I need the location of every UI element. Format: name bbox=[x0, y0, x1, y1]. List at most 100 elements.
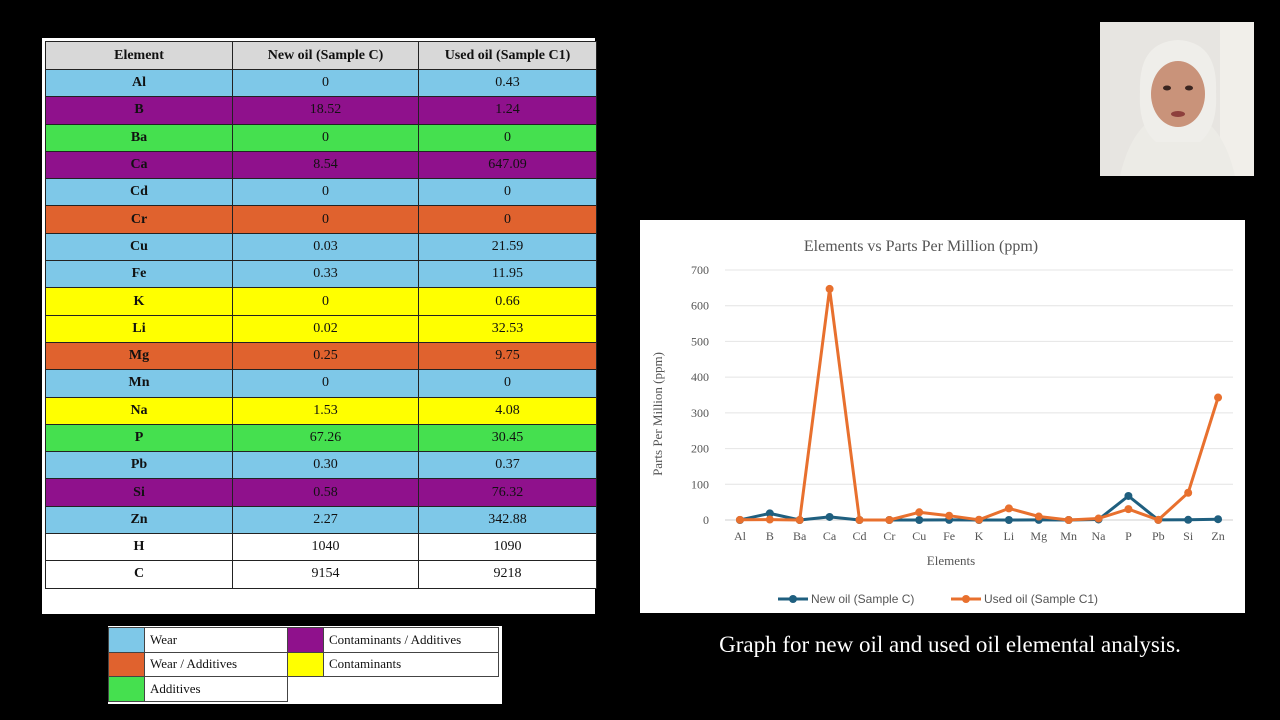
x-tick-label: Mn bbox=[1060, 529, 1077, 543]
element-cell: Ca bbox=[45, 150, 233, 180]
new-oil-cell: 0 bbox=[232, 287, 419, 316]
table-row: Al 0 0.43 bbox=[45, 68, 597, 98]
x-tick-label: Ba bbox=[793, 529, 807, 543]
new-oil-cell: 0.58 bbox=[232, 478, 419, 507]
data-point bbox=[1064, 516, 1073, 524]
y-axis-label: Parts Per Million (ppm) bbox=[650, 352, 665, 476]
x-tick-label: Pb bbox=[1152, 529, 1165, 543]
element-cell: Si bbox=[45, 478, 233, 507]
new-oil-cell: 0.03 bbox=[232, 232, 419, 262]
table-row: Cu 0.03 21.59 bbox=[45, 232, 597, 262]
used-oil-cell: 11.95 bbox=[418, 260, 597, 289]
legend-label-1: New oil (Sample C) bbox=[811, 592, 914, 606]
legend-swatch-wear bbox=[108, 627, 145, 653]
legend-label-wear-add: Wear / Additives bbox=[144, 651, 288, 677]
data-point bbox=[1124, 505, 1133, 514]
table-row: Pb 0.30 0.37 bbox=[45, 451, 597, 480]
y-tick-label: 600 bbox=[691, 299, 709, 313]
new-oil-cell: 2.27 bbox=[232, 505, 419, 535]
new-oil-cell: 0 bbox=[232, 205, 419, 234]
used-oil-cell: 4.08 bbox=[418, 396, 597, 425]
new-oil-cell: 0.30 bbox=[232, 451, 419, 480]
legend-swatch-wear-add bbox=[108, 651, 145, 677]
element-cell: B bbox=[45, 96, 233, 125]
element-cell: Zn bbox=[45, 505, 233, 535]
legend-label-2: Used oil (Sample C1) bbox=[984, 592, 1098, 606]
data-point bbox=[825, 512, 834, 521]
table-row: Li 0.02 32.53 bbox=[45, 314, 597, 343]
data-point bbox=[1004, 515, 1013, 524]
data-point bbox=[1094, 514, 1103, 523]
new-oil-cell: 67.26 bbox=[232, 423, 419, 453]
table-row: P 67.26 30.45 bbox=[45, 423, 597, 453]
used-oil-cell: 0 bbox=[418, 123, 597, 152]
used-oil-cell: 0.66 bbox=[418, 287, 597, 316]
line-chart: Elements vs Parts Per Million (ppm) 0 100… bbox=[650, 238, 1233, 606]
table-row: H 1040 1090 bbox=[45, 533, 597, 562]
used-oil-cell: 30.45 bbox=[418, 423, 597, 453]
new-oil-cell: 0 bbox=[232, 68, 419, 98]
new-oil-cell: 0 bbox=[232, 369, 419, 398]
data-point bbox=[1184, 515, 1193, 524]
x-tick-label: B bbox=[766, 529, 774, 543]
chart-panel: Elements vs Parts Per Million (ppm) 0 100… bbox=[640, 220, 1245, 613]
new-oil-cell: 1.53 bbox=[232, 396, 419, 425]
element-table: Element New oil (Sample C) Used oil (Sam… bbox=[45, 41, 597, 589]
data-point bbox=[765, 515, 774, 524]
series-line-2 bbox=[739, 287, 1220, 522]
legend-swatch-additives bbox=[108, 676, 145, 702]
element-cell: Mg bbox=[45, 341, 233, 371]
new-oil-cell: 0.33 bbox=[232, 260, 419, 289]
used-oil-cell: 21.59 bbox=[418, 232, 597, 262]
new-oil-cell: 9154 bbox=[232, 560, 419, 589]
data-point bbox=[1154, 515, 1163, 524]
table-row: Mg 0.25 9.75 bbox=[45, 341, 597, 371]
new-oil-cell: 0 bbox=[232, 178, 419, 207]
new-oil-cell: 0 bbox=[232, 123, 419, 152]
x-tick-label: Na bbox=[1092, 529, 1107, 543]
data-point bbox=[1184, 488, 1193, 497]
header-new-oil: New oil (Sample C) bbox=[232, 41, 419, 70]
data-point bbox=[855, 516, 864, 524]
new-oil-cell: 0.02 bbox=[232, 314, 419, 343]
x-tick-label: Si bbox=[1183, 529, 1194, 543]
element-cell: P bbox=[45, 423, 233, 453]
element-cell: Mn bbox=[45, 369, 233, 398]
used-oil-cell: 1090 bbox=[418, 533, 597, 562]
used-oil-cell: 32.53 bbox=[418, 314, 597, 343]
new-oil-cell: 8.54 bbox=[232, 150, 419, 180]
new-oil-cell: 18.52 bbox=[232, 96, 419, 125]
data-point bbox=[945, 511, 954, 520]
element-cell: Na bbox=[45, 396, 233, 425]
table-row: B 18.52 1.24 bbox=[45, 96, 597, 125]
category-legend: Wear Contaminants / Additives Wear / Add… bbox=[108, 626, 502, 704]
used-oil-cell: 9.75 bbox=[418, 341, 597, 371]
table-row: Mn 0 0 bbox=[45, 369, 597, 398]
element-cell: Li bbox=[45, 314, 233, 343]
legend-label-contam-add: Contaminants / Additives bbox=[323, 627, 499, 653]
legend-swatch-contam-add bbox=[287, 627, 324, 653]
element-cell: Cr bbox=[45, 205, 233, 234]
presenter-avatar-icon bbox=[1100, 22, 1254, 176]
element-cell: C bbox=[45, 560, 233, 589]
y-tick-label: 0 bbox=[703, 513, 709, 527]
element-table-panel: Element New oil (Sample C) Used oil (Sam… bbox=[42, 38, 597, 614]
table-row: Na 1.53 4.08 bbox=[45, 396, 597, 425]
used-oil-cell: 9218 bbox=[418, 560, 597, 589]
y-tick-label: 100 bbox=[691, 477, 709, 491]
table-row: Ba 0 0 bbox=[45, 123, 597, 152]
element-cell: Ba bbox=[45, 123, 233, 152]
data-point bbox=[1214, 393, 1223, 402]
y-tick-label: 300 bbox=[691, 406, 709, 420]
x-tick-label: Al bbox=[734, 529, 747, 543]
table-row: Fe 0.33 11.95 bbox=[45, 260, 597, 289]
x-tick-label: Zn bbox=[1211, 529, 1224, 543]
header-element: Element bbox=[45, 41, 233, 70]
table-row: C 9154 9218 bbox=[45, 560, 597, 589]
data-point bbox=[735, 515, 744, 524]
y-tick-label: 700 bbox=[691, 263, 709, 277]
new-oil-cell: 0.25 bbox=[232, 341, 419, 371]
data-point bbox=[1034, 512, 1043, 521]
x-tick-label: Mg bbox=[1030, 529, 1047, 543]
used-oil-cell: 1.24 bbox=[418, 96, 597, 125]
